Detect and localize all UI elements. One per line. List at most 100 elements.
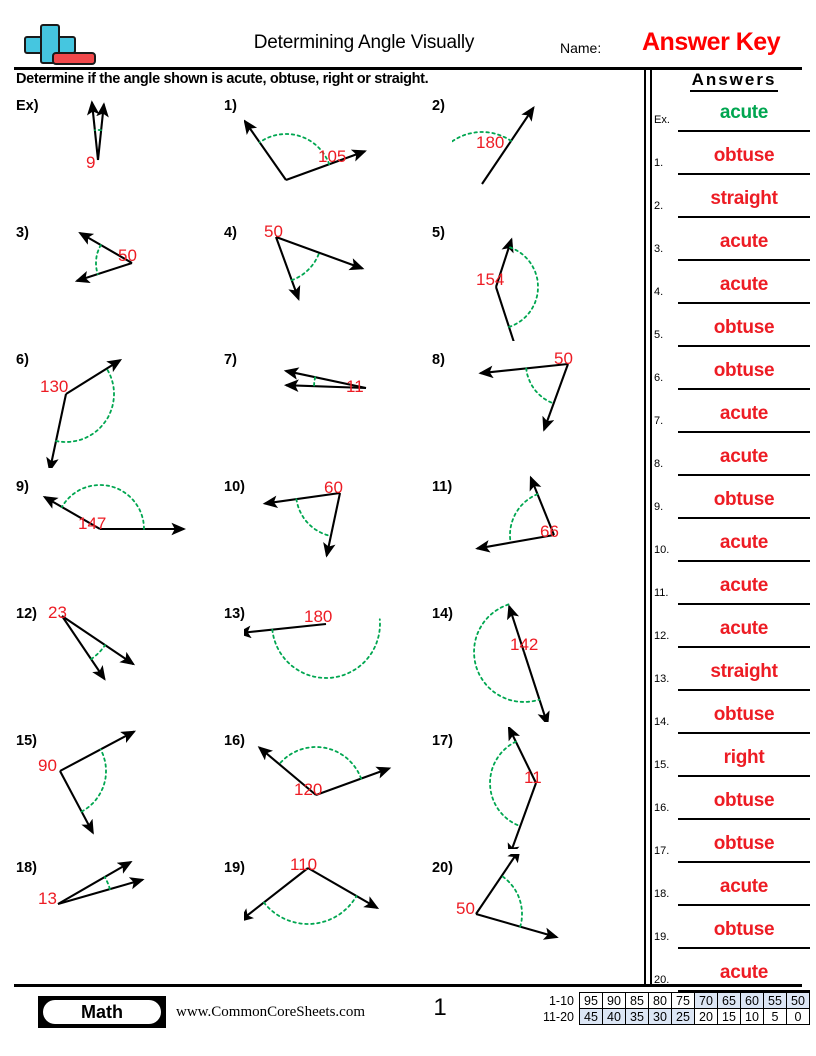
answer-value: straight — [710, 661, 778, 682]
answer-blank-line — [678, 431, 810, 433]
angle-diagram: 11 — [283, 367, 367, 396]
answer-value: obtuse — [713, 317, 775, 338]
answer-value: acute — [719, 446, 769, 467]
footer-divider — [14, 984, 802, 987]
answer-blank-line — [678, 302, 810, 304]
answer-value: right — [723, 747, 765, 768]
answer-blank-line — [678, 216, 810, 218]
answer-blank-line — [678, 904, 810, 906]
problem-number-label: 7) — [224, 352, 237, 368]
answer-number: 17. — [654, 845, 670, 857]
angle-ray — [475, 533, 555, 553]
answer-value: acute — [719, 274, 769, 295]
plus-minus-logo-icon — [14, 22, 100, 66]
angle-arc — [508, 246, 539, 328]
angle-ray — [59, 730, 137, 772]
score-cell: 65 — [717, 992, 741, 1009]
angle-ray — [78, 231, 133, 264]
answer-value: obtuse — [713, 489, 775, 510]
problem-14: 14) 142 — [430, 600, 638, 722]
angle-diagram: 13 — [38, 860, 145, 908]
answer-blank-line — [678, 689, 810, 691]
angle-measure-label: 142 — [510, 635, 538, 654]
answer-number: 10. — [654, 544, 670, 556]
angle-arc — [271, 618, 381, 679]
answer-row: 11. acute — [652, 569, 816, 612]
problem-number-label: 19) — [224, 860, 245, 876]
score-cell: 45 — [579, 1008, 603, 1025]
answer-number: 13. — [654, 673, 670, 685]
angle-ray — [523, 651, 550, 722]
answer-row: 16. obtuse — [652, 784, 816, 827]
answer-number: 5. — [654, 329, 664, 341]
angle-ray — [478, 362, 569, 379]
answer-blank-line — [678, 173, 810, 175]
answer-value: acute — [719, 618, 769, 639]
score-row-label: 1-10 — [548, 993, 574, 1008]
angle-ray — [283, 367, 367, 390]
problem-number-label: 2) — [432, 98, 445, 114]
answer-blank-line — [678, 947, 810, 949]
answer-row: Ex. acute — [652, 96, 816, 139]
answer-number: 8. — [654, 458, 664, 470]
angle-measure-label: 50 — [554, 349, 573, 368]
problem-number-label: 12) — [16, 606, 37, 622]
angle-ray — [307, 867, 380, 910]
angle-ray — [244, 622, 327, 639]
answer-number: 11. — [654, 587, 669, 599]
angle-ray — [275, 236, 365, 271]
problem-1: 1) 105 — [222, 92, 430, 214]
angle-arc — [262, 895, 358, 925]
answer-row: 15. right — [652, 741, 816, 784]
answer-row: 19. obtuse — [652, 913, 816, 956]
angle-measure-label: 105 — [318, 147, 346, 166]
problem-13: 13) 180 — [222, 600, 430, 722]
angle-measure-label: 66 — [540, 522, 559, 541]
answer-value: obtuse — [713, 919, 775, 940]
answers-column-header-text: Answers — [689, 70, 779, 92]
angle-measure-label: 110 — [290, 855, 317, 874]
angle-arc — [55, 367, 115, 443]
answer-number: 2. — [654, 200, 664, 212]
angle-arc — [500, 874, 523, 928]
problem-15: 15) 90 — [14, 727, 222, 849]
answer-column-divider-inner — [650, 70, 652, 984]
score-row: 1-10 95 90 85 80 75 70 65 60 55 50 — [530, 992, 810, 1009]
angle-measure-label: 13 — [38, 889, 57, 908]
angle-diagram: 147 — [42, 484, 187, 536]
angle-measure-label: 180 — [476, 133, 504, 152]
answer-value: acute — [719, 403, 769, 424]
answer-number: 16. — [654, 802, 670, 814]
score-cell: 90 — [602, 992, 626, 1009]
angle-ray — [481, 105, 535, 185]
angle-diagram: 105 — [244, 119, 367, 181]
name-label: Name: — [560, 40, 602, 56]
answer-row: 9. obtuse — [652, 483, 816, 526]
angle-ray — [275, 236, 301, 301]
angle-ray — [495, 237, 514, 288]
answer-row: 10. acute — [652, 526, 816, 569]
answer-row: 3. acute — [652, 225, 816, 268]
score-cell: 60 — [740, 992, 764, 1009]
problem-Ex: Ex) 9 — [14, 92, 222, 214]
answer-blank-line — [678, 560, 810, 562]
angle-diagram: 23 — [48, 603, 136, 681]
instruction-text: Determine if the angle shown is acute, o… — [16, 71, 429, 87]
angle-diagram: 90 — [38, 730, 137, 835]
angle-ray — [74, 262, 133, 284]
answer-value: obtuse — [713, 790, 775, 811]
answer-blank-line — [678, 345, 810, 347]
brand-badge: Math — [38, 996, 166, 1028]
angle-arc — [295, 498, 332, 537]
answer-row: 1. obtuse — [652, 139, 816, 182]
angle-ray — [59, 770, 94, 835]
angle-arc — [258, 133, 331, 166]
answer-blank-line — [678, 990, 810, 992]
answer-row: 17. obtuse — [652, 827, 816, 870]
problem-number-label: 1) — [224, 98, 237, 114]
angle-arc — [509, 493, 539, 544]
answer-value: obtuse — [713, 145, 775, 166]
problem-number-label: 9) — [16, 479, 29, 495]
score-cell: 30 — [648, 1008, 672, 1025]
angle-arc — [60, 484, 145, 530]
